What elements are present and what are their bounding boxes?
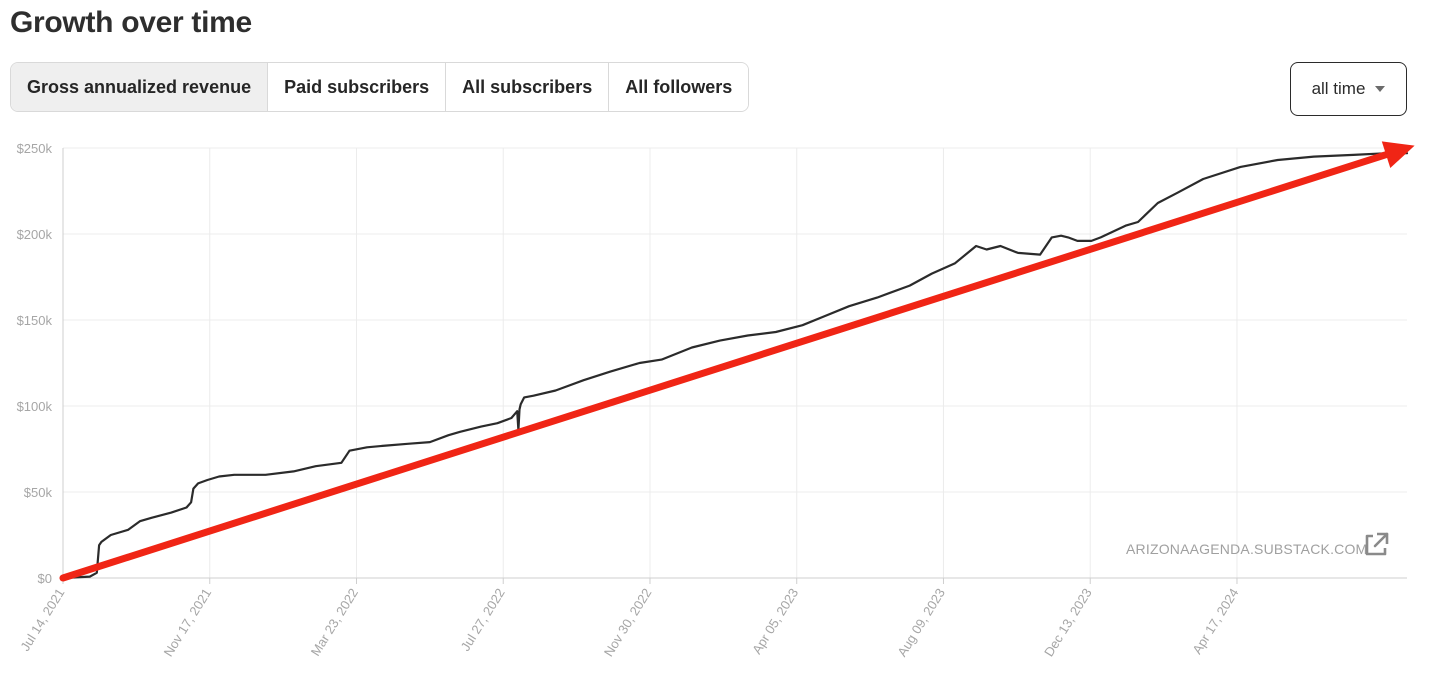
y-tick-label: $0: [38, 571, 52, 586]
tab-all-followers[interactable]: All followers: [608, 63, 749, 111]
trend-arrow-shaft: [59, 150, 1392, 582]
metric-tabs: Gross annualized revenue Paid subscriber…: [10, 62, 750, 112]
y-axis-ticks: $0 $50k $100k $150k $200k $250k: [17, 141, 53, 586]
trend-arrow-head: [1381, 141, 1415, 168]
chart-annotations: [59, 141, 1415, 582]
chevron-down-icon: [1375, 86, 1386, 92]
time-range-select[interactable]: all time: [1290, 62, 1407, 116]
tab-all-subscribers[interactable]: All subscribers: [445, 63, 609, 111]
x-tick-label: Apr 05, 2023: [749, 586, 801, 657]
y-tick-label: $200k: [17, 227, 53, 242]
y-tick-label: $50k: [24, 485, 53, 500]
x-tick-label: Jul 27, 2022: [458, 586, 508, 654]
chart-axes: [62, 148, 1407, 579]
x-tick-label: Dec 13, 2023: [1041, 586, 1095, 660]
y-tick-label: $100k: [17, 399, 53, 414]
chart-grid: [63, 147, 1407, 578]
time-range-value: all time: [1311, 79, 1366, 98]
x-tick-label: Nov 30, 2022: [601, 586, 655, 660]
y-tick-label: $150k: [17, 313, 53, 328]
x-tick-label: Jul 14, 2021: [17, 586, 67, 654]
x-axis-ticks: Jul 14, 2021 Nov 17, 2021 Mar 23, 2022 Jul …: [17, 578, 1242, 660]
tab-gross-annualized-revenue[interactable]: Gross annualized revenue: [11, 63, 268, 111]
revenue-line: [61, 152, 1409, 580]
x-tick-label: Mar 23, 2022: [308, 586, 361, 659]
y-tick-label: $250k: [17, 141, 53, 156]
page-title: Growth over time: [10, 6, 252, 39]
external-link-icon[interactable]: [1362, 531, 1390, 559]
chart-series: [61, 152, 1409, 580]
x-tick-label: Nov 17, 2021: [161, 586, 215, 660]
x-tick-label: Aug 09, 2023: [894, 586, 948, 660]
publication-watermark: ARIZONAAGENDA.SUBSTACK.COM: [1126, 541, 1368, 557]
x-tick-label: Apr 17, 2024: [1189, 586, 1241, 657]
tab-paid-subscribers[interactable]: Paid subscribers: [267, 63, 446, 111]
